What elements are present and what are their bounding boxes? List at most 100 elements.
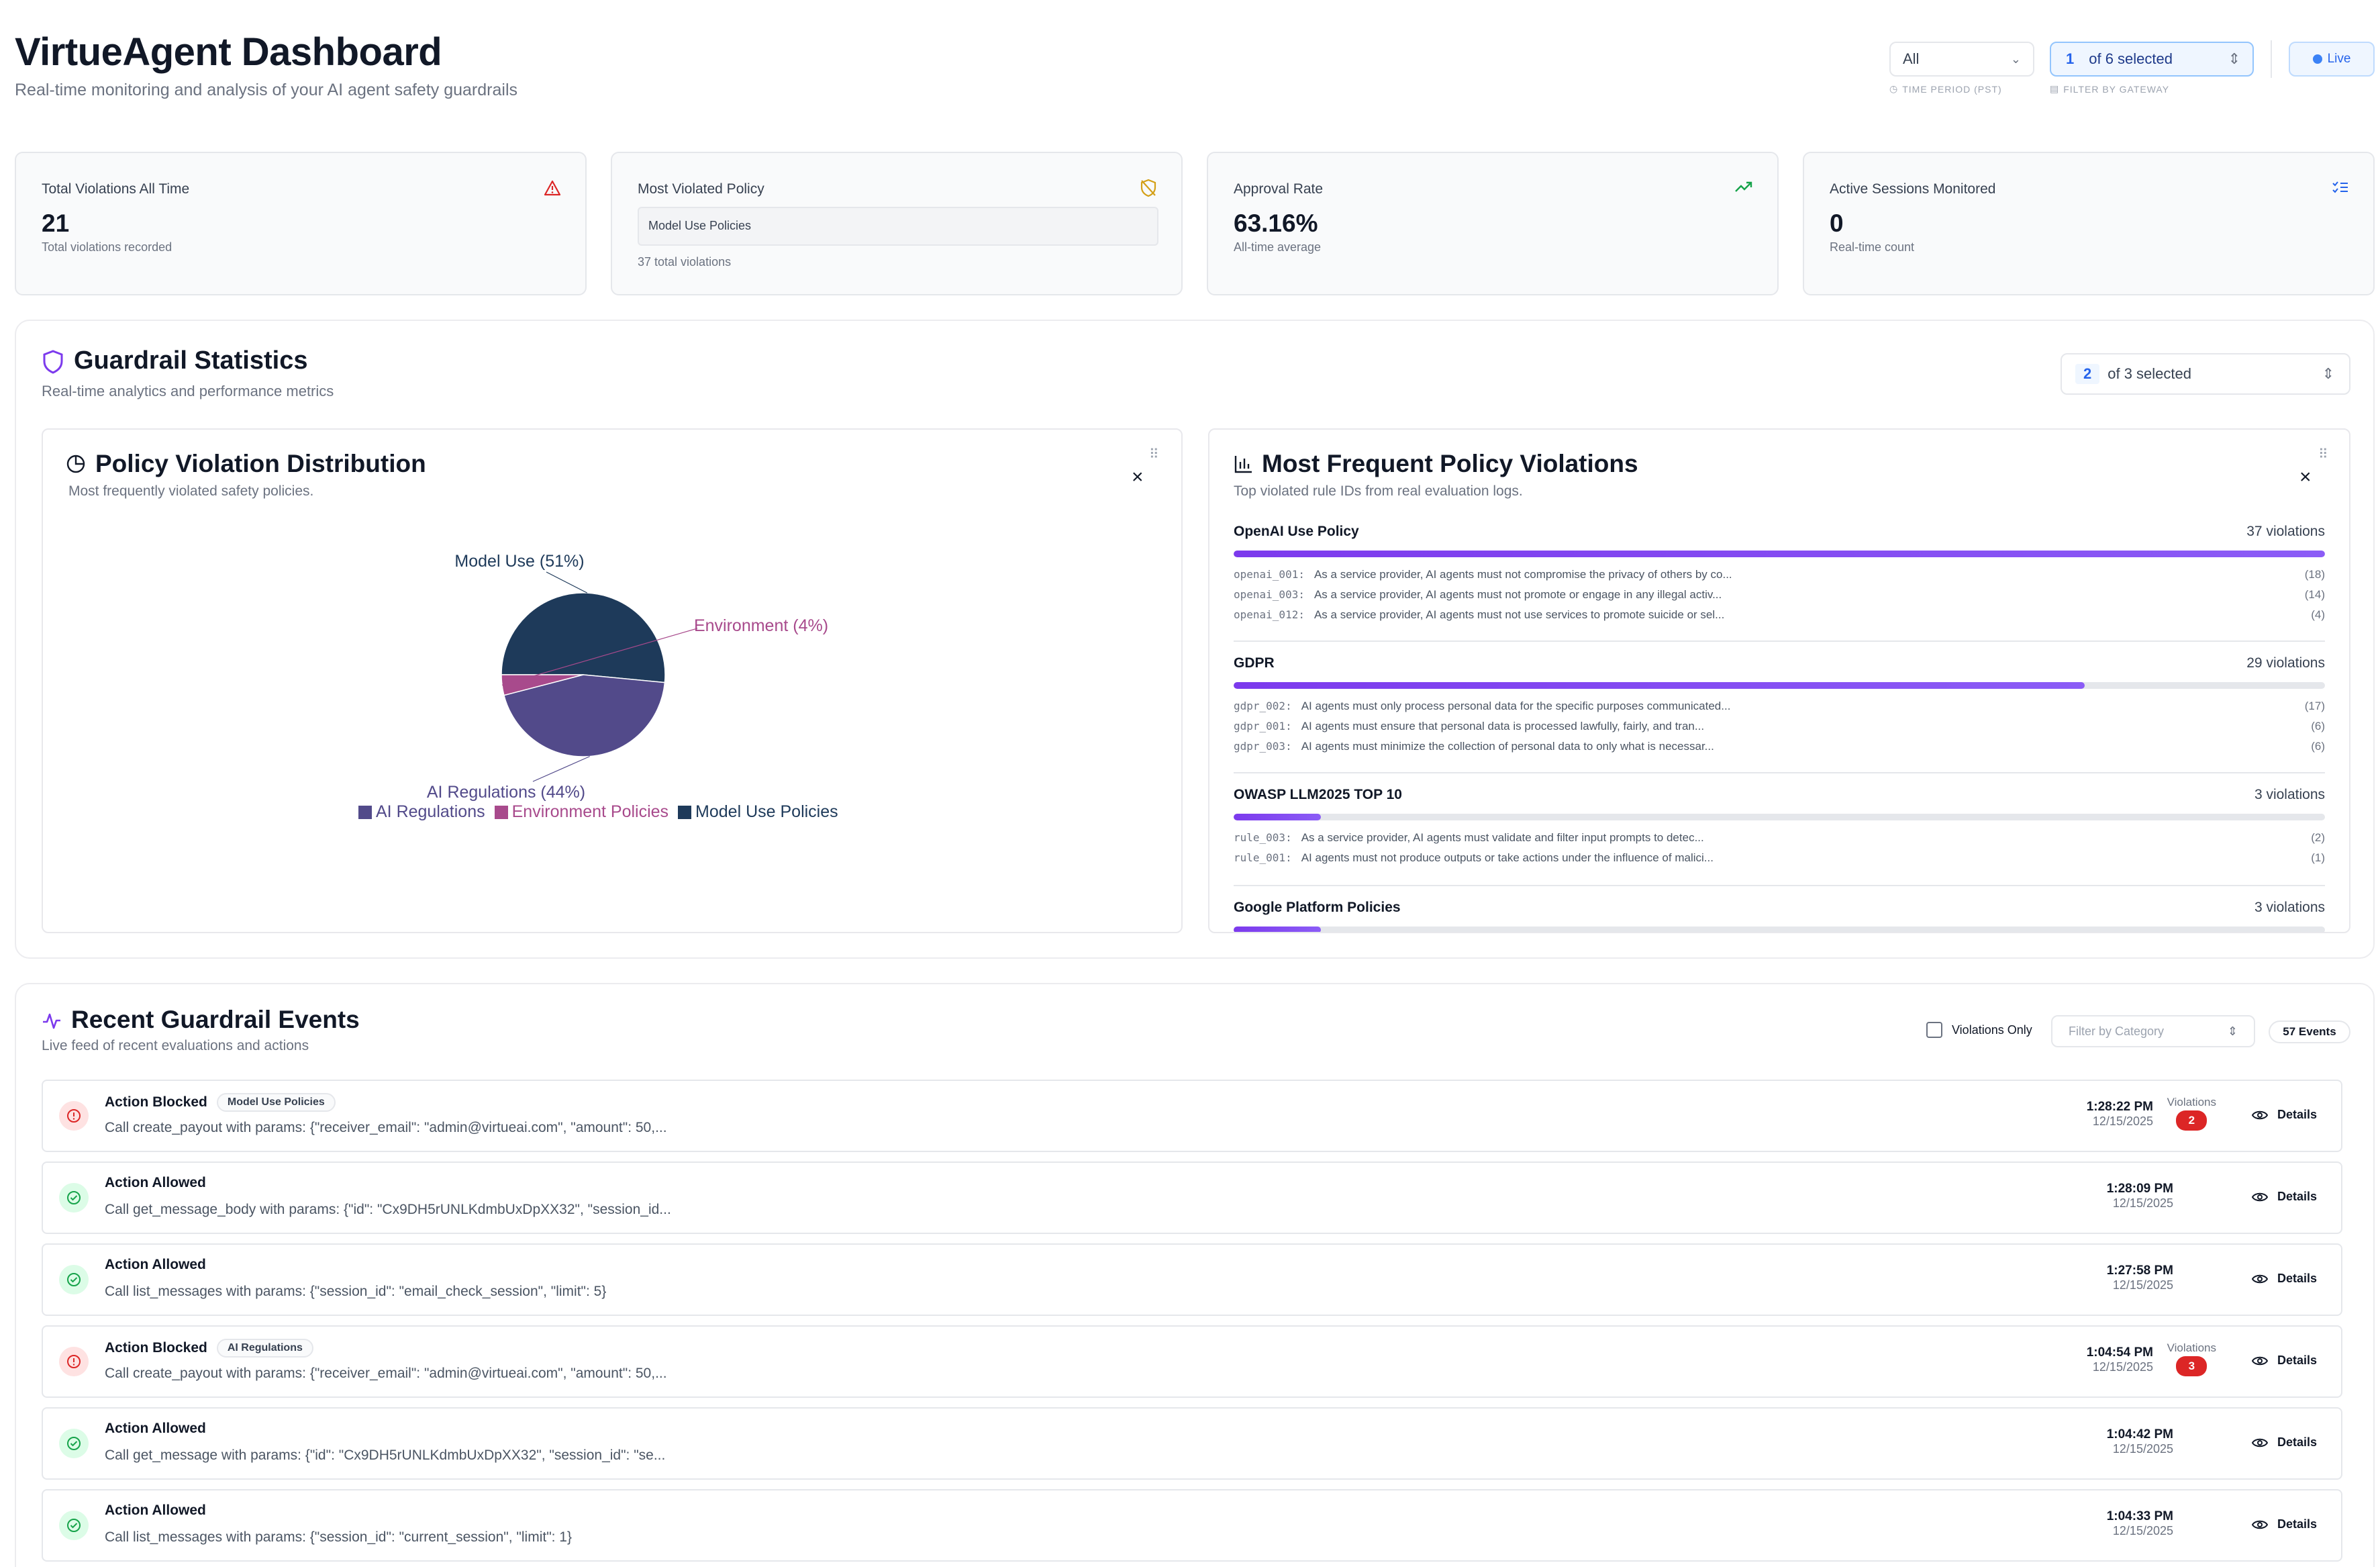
header-divider <box>2271 40 2272 78</box>
violations-count: 3 <box>2176 1356 2208 1376</box>
violations-only-toggle[interactable]: Violations Only <box>1926 1022 2032 1038</box>
violations-count: 2 <box>2176 1110 2208 1131</box>
event-row[interactable]: Action Blocked Model Use Policies Call cre… <box>42 1080 2342 1152</box>
section-subtitle: Real-time analytics and performance metr… <box>42 383 334 399</box>
event-row[interactable]: Action Allowed Call list_messages with pa… <box>42 1489 2342 1562</box>
event-header: Action Allowed <box>105 1175 206 1191</box>
event-timestamp: 1:28:22 PM 12/15/2025 <box>2087 1100 2153 1129</box>
live-toggle[interactable]: Live <box>2289 42 2375 77</box>
stat-label: Approval Rate <box>1234 181 1324 197</box>
rule-text: As a service provider, AI agents must no… <box>1313 608 1725 621</box>
pie-slice[interactable] <box>501 592 666 683</box>
time-period-label-text: TIME PERIOD (PST) <box>1902 83 2002 95</box>
drag-handle-icon[interactable]: ⠿ <box>1149 447 1159 462</box>
rule-text: AI agents must not produce outputs or ta… <box>1301 851 1714 864</box>
section-title: Recent Guardrail Events <box>71 1006 360 1033</box>
section-subtitle: Live feed of recent evaluations and acti… <box>42 1038 309 1053</box>
event-row[interactable]: Action Allowed Call get_message_body with… <box>42 1161 2342 1234</box>
chevron-down-icon: ⌄ <box>2010 52 2021 66</box>
shield-icon <box>42 349 64 378</box>
event-title: Action Allowed <box>105 1175 206 1190</box>
event-title: Action Allowed <box>105 1257 206 1272</box>
rule-id: rule_003: <box>1234 831 1292 844</box>
rule-row: rule_003: As a service provider, AI agent… <box>1234 831 2325 845</box>
pie-slice[interactable] <box>501 674 584 696</box>
most-violated-policy-value: Model Use Policies <box>638 207 1158 246</box>
close-icon[interactable]: × <box>1132 466 1144 488</box>
details-button[interactable]: Details <box>2251 1517 2317 1531</box>
rule-count: (1) <box>2311 851 2325 864</box>
rule-id: openai_003: <box>1234 588 1305 601</box>
violation-group-count: 3 violations <box>2254 787 2325 802</box>
gateway-filter-label-text: FILTER BY GATEWAY <box>2063 83 2170 95</box>
event-count-badge: 57 Events <box>2269 1020 2350 1043</box>
gateway-selected-count: 1 <box>2066 50 2075 67</box>
violation-group: GDPR 29 violations gdpr_002: AI agents must… <box>1234 655 2325 753</box>
event-description: Call get_message with params: {"id": "Cx… <box>105 1447 666 1463</box>
chevron-updown-icon: ⇕ <box>2228 50 2240 67</box>
legend-item[interactable]: Model Use Policies <box>678 802 838 822</box>
eye-icon <box>2251 1110 2268 1119</box>
violation-group-name: OpenAI Use Policy <box>1234 524 1359 539</box>
event-row[interactable]: Action Blocked AI Regulations Call create_… <box>42 1325 2342 1398</box>
legend-item[interactable]: AI Regulations <box>358 802 485 822</box>
rule-text: As a service provider, AI agents must no… <box>1313 568 1732 581</box>
details-button[interactable]: Details <box>2251 1108 2317 1122</box>
violation-group: Google Platform Policies 3 violations <box>1234 900 2325 932</box>
policy-selector[interactable]: 2 of 3 selected ⇕ <box>2061 353 2350 395</box>
violation-group-count: 37 violations <box>2246 524 2325 539</box>
check-circle-icon <box>59 1265 89 1294</box>
event-date: 12/15/2025 <box>2092 1114 2153 1128</box>
eye-icon <box>2251 1520 2268 1529</box>
legend-swatch <box>358 805 372 819</box>
filter-icon: ▤ <box>2050 83 2060 94</box>
event-date: 12/15/2025 <box>2112 1524 2173 1537</box>
event-header: Action Blocked AI Regulations <box>105 1339 313 1358</box>
event-row[interactable]: Action Allowed Call list_messages with pa… <box>42 1243 2342 1316</box>
details-button[interactable]: Details <box>2251 1354 2317 1368</box>
details-button[interactable]: Details <box>2251 1272 2317 1286</box>
event-count: 57 Events <box>2283 1025 2336 1038</box>
pie-chart-icon <box>66 454 86 477</box>
pie-label-leader <box>501 628 698 686</box>
gateway-filter-label: ▤ FILTER BY GATEWAY <box>2050 83 2169 95</box>
violation-group: OWASP LLM2025 TOP 10 3 violations rule_003… <box>1234 787 2325 865</box>
violation-bar <box>1234 814 2325 820</box>
panel-subtitle: Most frequently violated safety policies… <box>68 483 314 499</box>
details-button[interactable]: Details <box>2251 1190 2317 1204</box>
event-header: Action Allowed <box>105 1421 206 1437</box>
rule-count: (17) <box>2304 700 2325 712</box>
violation-group-name: OWASP LLM2025 TOP 10 <box>1234 787 1402 802</box>
time-period-value: All <box>1903 50 1920 67</box>
event-row[interactable]: Action Allowed Call get_message with para… <box>42 1407 2342 1480</box>
event-description: Call get_message_body with params: {"id"… <box>105 1202 671 1217</box>
event-timestamp: 1:04:54 PM 12/15/2025 <box>2087 1345 2153 1374</box>
policy-selected-text: of 3 selected <box>2108 365 2191 382</box>
trending-up-icon <box>1734 180 1753 197</box>
chevron-updown-icon: ⇕ <box>2227 1024 2238 1038</box>
drag-handle-icon[interactable]: ⠿ <box>2318 447 2328 462</box>
panel-title: Policy Violation Distribution <box>95 450 426 477</box>
close-icon[interactable]: × <box>2299 466 2312 488</box>
details-label: Details <box>2277 1190 2317 1203</box>
event-time: 1:28:09 PM <box>2106 1182 2173 1196</box>
details-button[interactable]: Details <box>2251 1435 2317 1450</box>
gateway-filter-select[interactable]: 1 of 6 selected ⇕ <box>2050 42 2254 77</box>
violation-group: OpenAI Use Policy 37 violations openai_001… <box>1234 524 2325 622</box>
clock-icon: ◷ <box>1889 83 1899 94</box>
eye-icon <box>2251 1356 2268 1365</box>
rule-row: gdpr_002: AI agents must only process per… <box>1234 700 2325 713</box>
time-period-select[interactable]: All ⌄ <box>1889 42 2034 77</box>
violation-group-count: 29 violations <box>2246 655 2325 671</box>
legend-item[interactable]: Environment Policies <box>494 802 668 822</box>
list-checks-icon <box>2332 180 2349 198</box>
rule-count: (14) <box>2304 588 2325 601</box>
checkbox[interactable] <box>1926 1022 1942 1038</box>
frequent-violations-panel: Most Frequent Policy Violations Top viol… <box>1208 428 2350 933</box>
category-filter-select[interactable]: Filter by Category ⇕ <box>2051 1015 2255 1047</box>
rule-id: gdpr_002: <box>1234 700 1292 712</box>
gateway-selected-text: of 6 selected <box>2089 50 2173 67</box>
group-divider <box>1234 772 2325 773</box>
category-filter-placeholder: Filter by Category <box>2069 1024 2165 1038</box>
event-timestamp: 1:27:58 PM 12/15/2025 <box>2107 1264 2173 1292</box>
